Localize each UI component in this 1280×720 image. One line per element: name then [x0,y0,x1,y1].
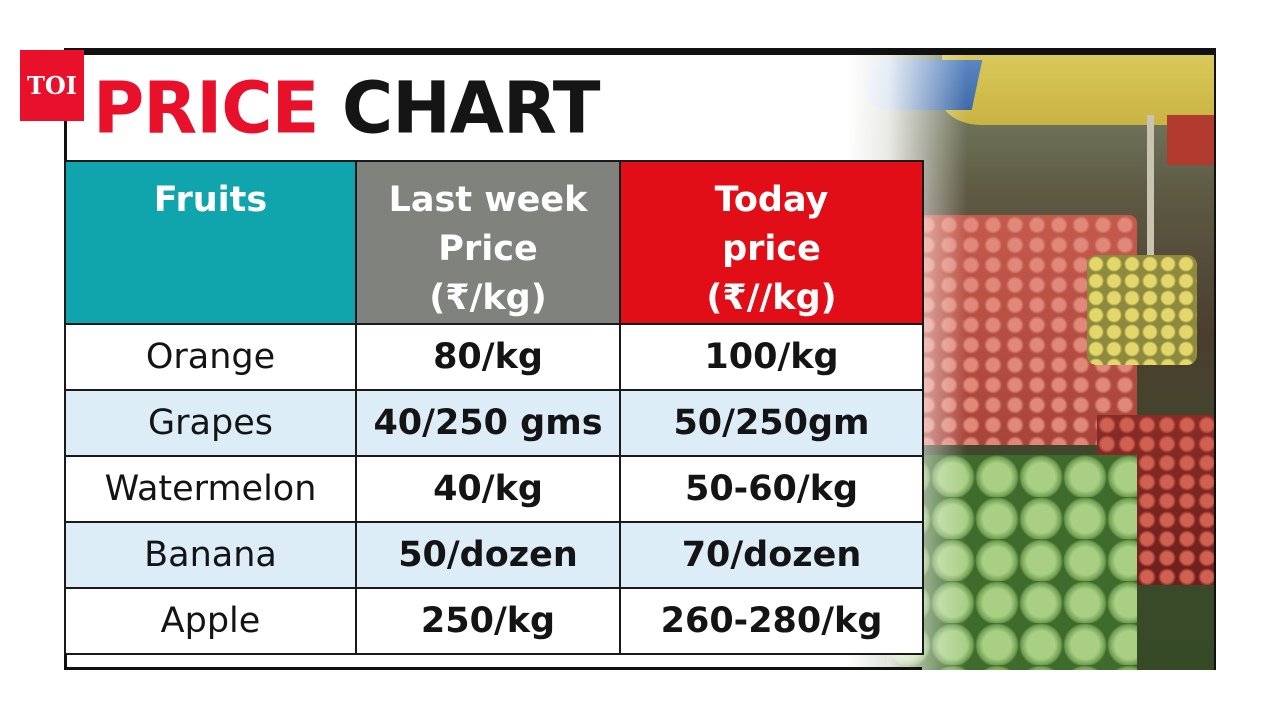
today-price-cell: 50/250gm [619,389,924,457]
header-fruits-line-1: Fruits [153,180,268,220]
today-price-cell: 260-280/kg [619,587,924,655]
fruit-cell: Apple [64,587,357,655]
header-today-line-1: Today [714,180,829,220]
title-word-price: PRICE [93,66,319,150]
header-last-week-line-3: (₹/kg) [429,278,547,318]
header-today-price: Today price (₹//kg) [619,160,924,325]
today-price-cell: 50-60/kg [619,455,924,523]
yellow-umbrella [942,55,1214,125]
header-last-week-line-2: Price [438,229,538,269]
title-word-chart: CHART [341,66,601,150]
header-fruits: Fruits [64,160,357,325]
last-week-price-cell: 50/dozen [355,521,621,589]
table-row: Grapes 40/250 gms 50/250gm [64,389,924,457]
last-week-price-cell: 80/kg [355,323,621,391]
table-row: Orange 80/kg 100/kg [64,323,924,391]
red-umbrella [1167,115,1214,165]
page-title: PRICE CHART [93,72,600,143]
today-price-cell: 100/kg [619,323,924,391]
header-last-week-price: Last week Price (₹/kg) [355,160,621,325]
table-row: Banana 50/dozen 70/dozen [64,521,924,589]
last-week-price-cell: 40/kg [355,455,621,523]
last-week-price-cell: 40/250 gms [355,389,621,457]
umbrella-pole [1147,115,1154,325]
last-week-price-cell: 250/kg [355,587,621,655]
green-melon-pile [887,455,1137,670]
price-table: Fruits Last week Price (₹/kg) Today pric… [64,160,924,655]
blue-umbrella [861,60,983,110]
fruit-cell: Banana [64,521,357,589]
toi-logo-badge: TOI [20,50,84,121]
fruit-cell: Watermelon [64,455,357,523]
header-row: Fruits Last week Price (₹/kg) Today pric… [64,160,924,325]
fruit-cell: Orange [64,323,357,391]
fruit-cell: Grapes [64,389,357,457]
table-row: Watermelon 40/kg 50-60/kg [64,455,924,523]
yellow-fruit-stack [1087,255,1197,365]
header-today-line-2: price [722,229,821,269]
table-bottom-rule [64,667,922,670]
header-today-line-3: (₹//kg) [706,278,837,318]
today-price-cell: 70/dozen [619,521,924,589]
header-last-week-line-1: Last week [388,180,588,220]
table-row: Apple 250/kg 260-280/kg [64,587,924,655]
